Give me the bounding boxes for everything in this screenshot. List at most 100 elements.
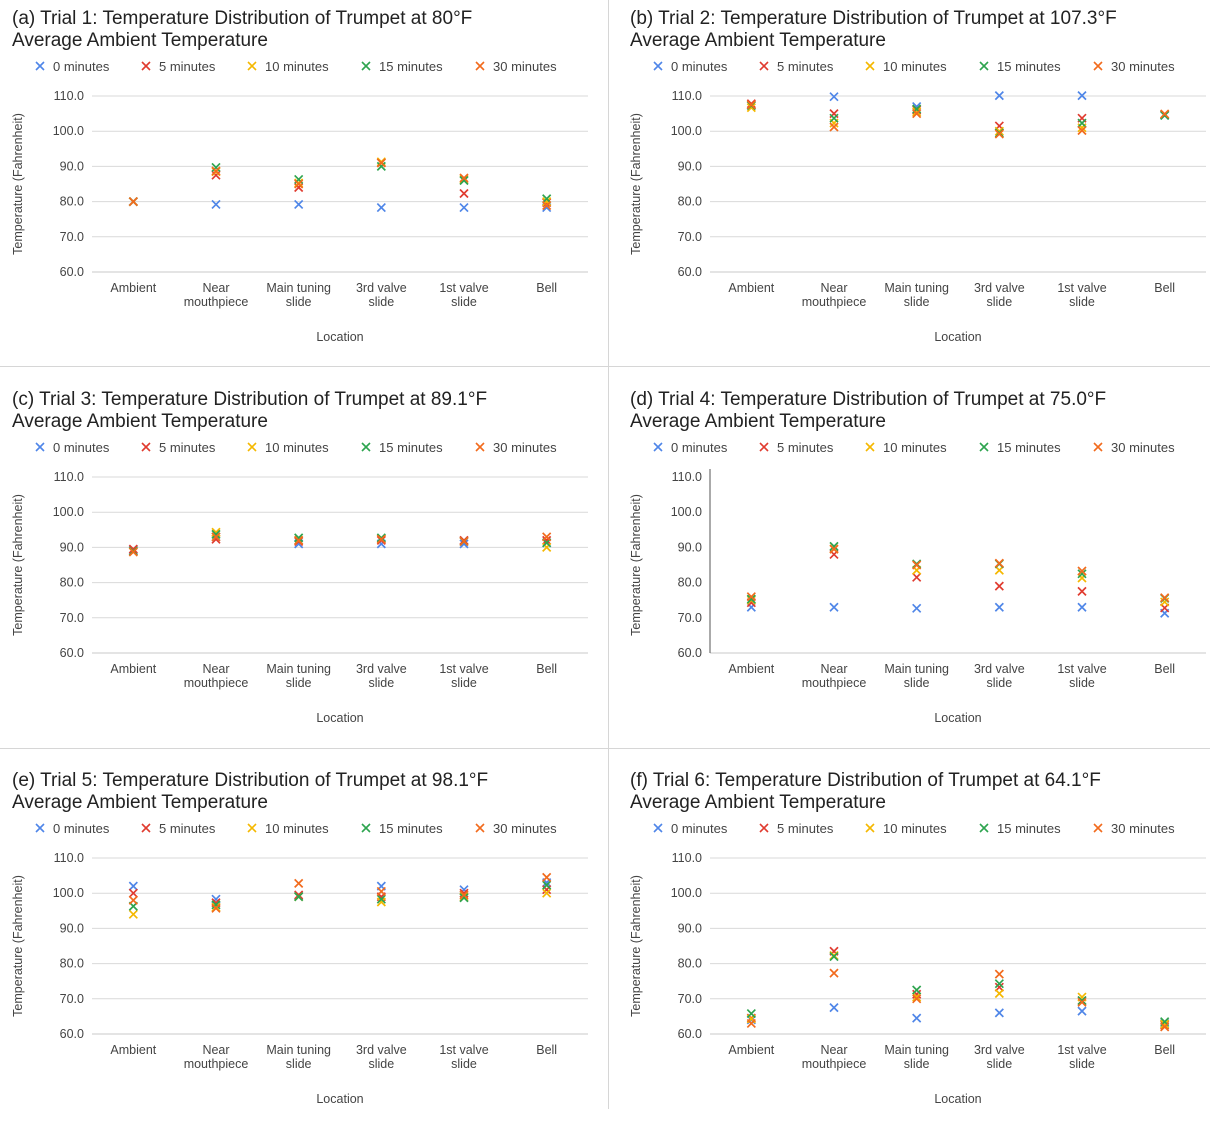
legend-marker bbox=[653, 823, 663, 833]
data-point-30-minutes bbox=[1160, 593, 1170, 603]
data-point-30-minutes bbox=[376, 158, 386, 168]
scatter-chart: (d) Trial 4: Temperature Distribution of… bbox=[629, 389, 1206, 725]
data-point-0-minutes bbox=[1077, 91, 1087, 101]
data-point-0-minutes bbox=[829, 602, 839, 612]
x-category-label: 1st valve slide bbox=[1057, 281, 1106, 309]
legend-marker bbox=[759, 823, 769, 833]
legend-item-5-minutes: 5 minutes bbox=[759, 440, 834, 455]
chart-title-line2: Average Ambient Temperature bbox=[630, 792, 886, 813]
legend-item-5-minutes: 5 minutes bbox=[759, 59, 834, 74]
data-point-0-minutes bbox=[1077, 602, 1087, 612]
y-tick-label: 70.0 bbox=[678, 230, 702, 244]
x-category-label: Bell bbox=[536, 1043, 557, 1057]
y-tick-label: 60.0 bbox=[678, 265, 702, 279]
legend-item-15-minutes: 15 minutes bbox=[979, 440, 1061, 455]
data-point-30-minutes bbox=[912, 560, 922, 570]
legend-item-0-minutes: 0 minutes bbox=[35, 59, 110, 74]
x-category-label: Main tuning slide bbox=[884, 1043, 949, 1071]
y-tick-label: 110.0 bbox=[54, 89, 84, 103]
x-category-label: 3rd valve slide bbox=[356, 281, 407, 309]
data-point-10-minutes bbox=[128, 909, 138, 919]
x-axis-title: Location bbox=[934, 1092, 981, 1106]
y-tick-label: 60.0 bbox=[60, 1027, 84, 1041]
legend-item-0-minutes: 0 minutes bbox=[653, 440, 728, 455]
data-point-10-minutes bbox=[994, 988, 1004, 999]
x-category-label: Main tuning slide bbox=[884, 662, 949, 690]
legend-marker bbox=[759, 61, 769, 71]
legend-item-30-minutes: 30 minutes bbox=[1093, 59, 1175, 74]
data-point-30-minutes bbox=[128, 196, 138, 207]
x-category-label: 1st valve slide bbox=[439, 662, 488, 690]
data-point-0-minutes bbox=[459, 539, 469, 549]
x-category-label: Near mouthpiece bbox=[802, 281, 867, 309]
data-point-30-minutes bbox=[1160, 109, 1170, 119]
data-point-30-minutes bbox=[211, 532, 221, 542]
data-point-10-minutes bbox=[1160, 1019, 1170, 1029]
legend-label: 30 minutes bbox=[493, 821, 557, 836]
y-tick-label: 80.0 bbox=[678, 576, 702, 590]
x-category-label: Bell bbox=[536, 662, 557, 676]
legend-marker bbox=[1093, 442, 1103, 452]
data-point-10-minutes bbox=[994, 126, 1004, 136]
data-point-15-minutes bbox=[1077, 118, 1087, 128]
legend-label: 5 minutes bbox=[159, 59, 216, 74]
legend-marker bbox=[653, 442, 663, 452]
data-point-30-minutes bbox=[829, 122, 839, 132]
scatter-chart: (a) Trial 1: Temperature Distribution of… bbox=[11, 8, 588, 344]
legend-item-0-minutes: 0 minutes bbox=[653, 59, 728, 74]
legend-label: 30 minutes bbox=[1111, 59, 1175, 74]
y-tick-label: 100.0 bbox=[671, 886, 702, 900]
data-point-15-minutes bbox=[459, 893, 469, 903]
data-point-10-minutes bbox=[376, 897, 386, 907]
legend-item-15-minutes: 15 minutes bbox=[979, 821, 1061, 836]
legend-label: 15 minutes bbox=[997, 821, 1061, 836]
data-point-30-minutes bbox=[542, 872, 552, 882]
y-tick-label: 60.0 bbox=[60, 265, 84, 279]
legend-item-30-minutes: 30 minutes bbox=[1093, 440, 1175, 455]
legend-item-0-minutes: 0 minutes bbox=[35, 440, 110, 455]
legend-item-15-minutes: 15 minutes bbox=[361, 821, 443, 836]
legend-marker bbox=[475, 442, 485, 452]
data-point-15-minutes bbox=[912, 985, 922, 995]
scatter-chart: (e) Trial 5: Temperature Distribution of… bbox=[11, 770, 588, 1106]
data-point-0-minutes bbox=[994, 602, 1004, 612]
legend-label: 30 minutes bbox=[1111, 821, 1175, 836]
data-point-30-minutes bbox=[128, 547, 138, 557]
legend-item-15-minutes: 15 minutes bbox=[361, 59, 443, 74]
data-point-0-minutes bbox=[1077, 1006, 1087, 1016]
chart-title-line2: Average Ambient Temperature bbox=[12, 411, 268, 432]
y-tick-label: 100.0 bbox=[53, 124, 84, 138]
x-axis-title: Location bbox=[316, 711, 363, 725]
legend-marker bbox=[247, 61, 257, 71]
chart-panel-b: (b) Trial 2: Temperature Distribution of… bbox=[618, 0, 1210, 370]
legend-item-10-minutes: 10 minutes bbox=[247, 59, 329, 74]
legend-marker bbox=[141, 61, 151, 71]
legend-marker bbox=[361, 823, 371, 833]
legend-marker bbox=[247, 442, 257, 452]
y-axis-title: Temperature (Fahrenheit) bbox=[629, 494, 643, 636]
data-point-15-minutes bbox=[211, 900, 221, 910]
x-category-label: Main tuning slide bbox=[884, 281, 949, 309]
legend-item-30-minutes: 30 minutes bbox=[1093, 821, 1175, 836]
legend-label: 30 minutes bbox=[1111, 440, 1175, 455]
y-tick-label: 100.0 bbox=[671, 124, 702, 138]
legend-label: 10 minutes bbox=[883, 59, 947, 74]
data-point-10-minutes bbox=[542, 888, 552, 898]
y-tick-label: 60.0 bbox=[678, 646, 702, 660]
legend-marker bbox=[759, 442, 769, 452]
data-point-0-minutes bbox=[829, 1002, 839, 1013]
y-tick-label: 110.0 bbox=[672, 851, 702, 865]
data-point-0-minutes bbox=[912, 1013, 922, 1023]
y-tick-label: 80.0 bbox=[60, 195, 84, 209]
data-point-30-minutes bbox=[294, 878, 304, 888]
chart-panel-a: (a) Trial 1: Temperature Distribution of… bbox=[0, 0, 605, 370]
x-category-label: Bell bbox=[1154, 662, 1175, 676]
legend-marker bbox=[865, 61, 875, 71]
data-point-30-minutes bbox=[829, 968, 839, 978]
x-category-label: Near mouthpiece bbox=[184, 1043, 249, 1071]
y-tick-label: 80.0 bbox=[678, 195, 702, 209]
y-axis-title: Temperature (Fahrenheit) bbox=[629, 875, 643, 1017]
legend-marker bbox=[653, 61, 663, 71]
data-point-5-minutes bbox=[542, 535, 552, 545]
legend-label: 15 minutes bbox=[379, 440, 443, 455]
